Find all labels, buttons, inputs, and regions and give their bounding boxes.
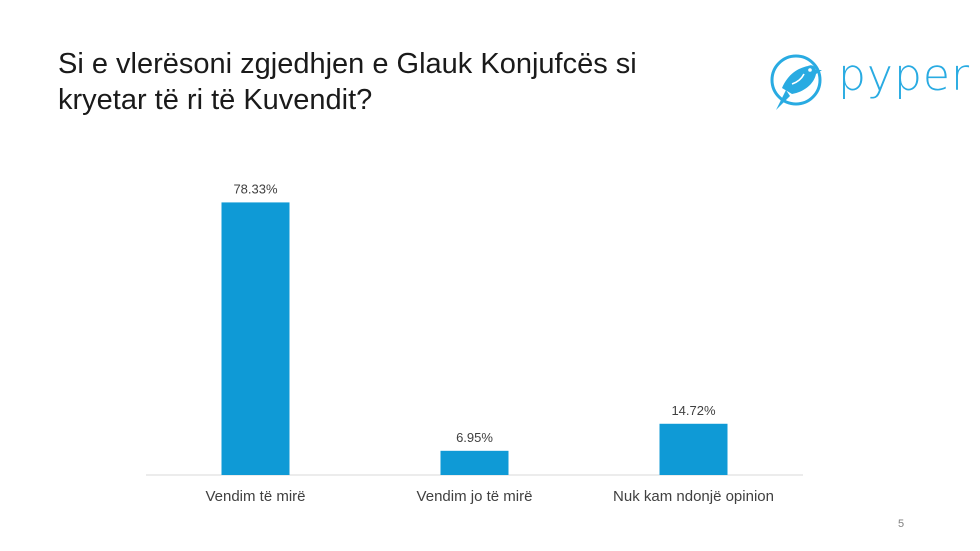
page-number: 5 bbox=[898, 518, 905, 530]
category-label-2: Vendim jo të mirë bbox=[417, 488, 533, 505]
category-label-3: Nuk kam ndonjë opinion bbox=[613, 488, 774, 505]
bar-2 bbox=[440, 450, 509, 475]
page-title-line-2: kryetar të ri të Kuvendit? bbox=[58, 84, 373, 116]
category-label-1: Vendim të mirë bbox=[205, 488, 305, 505]
pyper-logo: pyper bbox=[768, 44, 978, 114]
value-label-3: 14.72% bbox=[671, 403, 716, 418]
value-label-2: 6.95% bbox=[456, 430, 493, 445]
value-labels-group: 78.33% 6.95% 14.72% bbox=[233, 181, 716, 444]
value-label-1: 78.33% bbox=[233, 181, 278, 196]
bars-group bbox=[221, 202, 728, 475]
page-title: Si e vlerësoni zgjedhjen e Glauk Konjufc… bbox=[58, 46, 738, 118]
bar-1 bbox=[221, 202, 290, 475]
bird-icon bbox=[770, 54, 822, 110]
bar-3 bbox=[659, 423, 728, 475]
category-labels-group: Vendim të mirë Vendim jo të mirë Nuk kam n… bbox=[205, 488, 773, 505]
page-title-line-1: Si e vlerësoni zgjedhjen e Glauk Konjufc… bbox=[58, 48, 637, 80]
logo-text: pyper bbox=[838, 50, 971, 101]
